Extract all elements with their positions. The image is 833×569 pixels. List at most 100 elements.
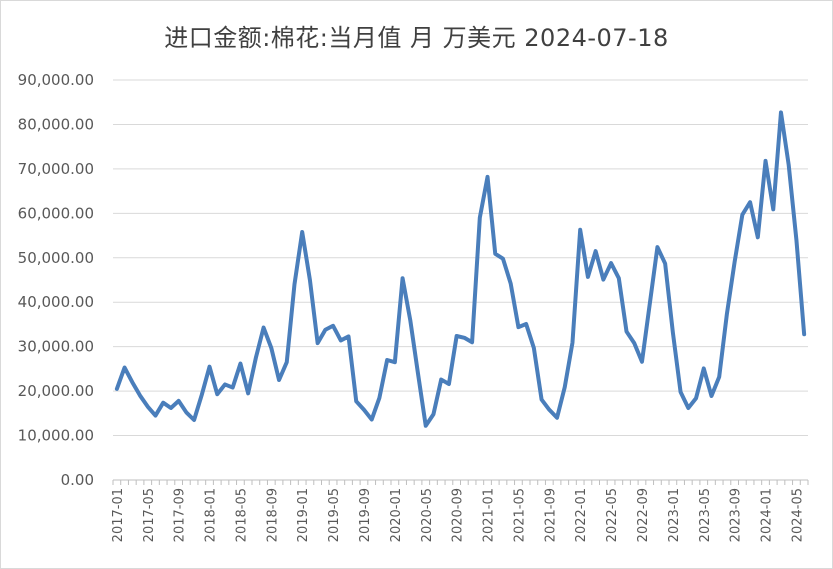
data-point <box>764 159 768 163</box>
data-point <box>493 252 497 256</box>
data-point <box>555 416 559 420</box>
data-point <box>509 282 513 286</box>
data-point <box>702 366 706 370</box>
data-point <box>138 394 142 398</box>
x-tick-label: 2020-05 <box>420 488 435 542</box>
data-point <box>416 372 420 376</box>
x-tick-label: 2021-05 <box>512 488 527 542</box>
x-tick-label: 2017-09 <box>173 488 188 542</box>
data-point <box>478 216 482 220</box>
data-point <box>277 378 281 382</box>
data-point <box>424 424 428 428</box>
data-point <box>717 375 721 379</box>
y-tick-label: 0.00 <box>61 471 94 489</box>
data-point <box>686 406 690 410</box>
data-point <box>570 341 574 345</box>
data-point <box>648 302 652 306</box>
data-point <box>231 386 235 390</box>
data-point <box>208 365 212 369</box>
data-point <box>215 392 219 396</box>
x-tick-label: 2020-01 <box>389 488 404 542</box>
data-point <box>748 200 752 204</box>
data-point <box>254 356 258 360</box>
data-point <box>663 262 667 266</box>
data-point <box>733 260 737 264</box>
data-point <box>779 110 783 114</box>
x-tick-label: 2021-01 <box>482 488 497 542</box>
x-tick-label: 2022-09 <box>636 488 651 542</box>
data-point <box>308 278 312 282</box>
y-tick-label: 60,000.00 <box>18 204 94 222</box>
series-line <box>114 110 807 428</box>
data-point <box>524 322 528 326</box>
data-point <box>547 408 551 412</box>
data-point <box>347 334 351 338</box>
data-point <box>632 341 636 345</box>
x-tick-label: 2018-05 <box>234 488 249 542</box>
data-point <box>617 276 621 280</box>
data-point <box>246 391 250 395</box>
x-tick-label: 2022-01 <box>574 488 589 542</box>
data-point <box>146 405 150 409</box>
x-tick-label: 2023-01 <box>667 488 682 542</box>
x-tick-label: 2019-05 <box>327 488 342 542</box>
x-tick-label: 2018-09 <box>265 488 280 542</box>
x-tick-label: 2017-05 <box>142 488 157 542</box>
data-point <box>377 396 381 400</box>
data-point <box>640 360 644 364</box>
data-point <box>153 414 157 418</box>
data-point <box>694 396 698 400</box>
data-point <box>300 230 304 234</box>
data-point <box>709 394 713 398</box>
data-point <box>578 228 582 232</box>
data-point <box>486 175 490 179</box>
chart-title: 进口金额:棉花:当月值 月 万美元 2024-07-18 <box>164 24 669 52</box>
x-tick-label: 2022-05 <box>605 488 620 542</box>
data-point <box>177 399 181 403</box>
data-point <box>655 245 659 249</box>
data-point <box>354 399 358 403</box>
data-point <box>625 330 629 334</box>
data-point <box>408 318 412 322</box>
data-point <box>756 235 760 239</box>
data-point <box>601 278 605 282</box>
data-point <box>385 358 389 362</box>
x-tick-label: 2024-05 <box>790 488 805 542</box>
data-point <box>130 380 134 384</box>
data-point <box>679 390 683 394</box>
data-point <box>532 346 536 350</box>
data-point <box>740 213 744 217</box>
data-point <box>362 408 366 412</box>
data-point <box>771 207 775 211</box>
data-point <box>516 325 520 329</box>
data-point <box>115 387 119 391</box>
x-tick-label: 2020-09 <box>451 488 466 542</box>
data-point <box>269 346 273 350</box>
data-point <box>470 340 474 344</box>
data-point <box>238 362 242 366</box>
data-point <box>802 332 806 336</box>
x-tick-label: 2021-09 <box>543 488 558 542</box>
data-point <box>439 378 443 382</box>
y-tick-label: 30,000.00 <box>18 338 94 356</box>
data-point <box>200 393 204 397</box>
x-tick-label: 2023-05 <box>698 488 713 542</box>
y-tick-label: 70,000.00 <box>18 160 94 178</box>
data-point <box>123 366 127 370</box>
data-point <box>671 330 675 334</box>
data-point <box>787 163 791 167</box>
data-point <box>501 257 505 261</box>
x-tick-label: 2024-01 <box>760 488 775 542</box>
x-tick-label: 2019-01 <box>296 488 311 542</box>
data-point <box>401 276 405 280</box>
data-point <box>184 410 188 414</box>
data-point <box>192 418 196 422</box>
data-point <box>455 334 459 338</box>
data-point <box>323 328 327 332</box>
data-point <box>609 261 613 265</box>
data-point <box>316 341 320 345</box>
data-point <box>223 382 227 386</box>
y-tick-label: 90,000.00 <box>18 71 94 89</box>
data-point <box>339 338 343 342</box>
